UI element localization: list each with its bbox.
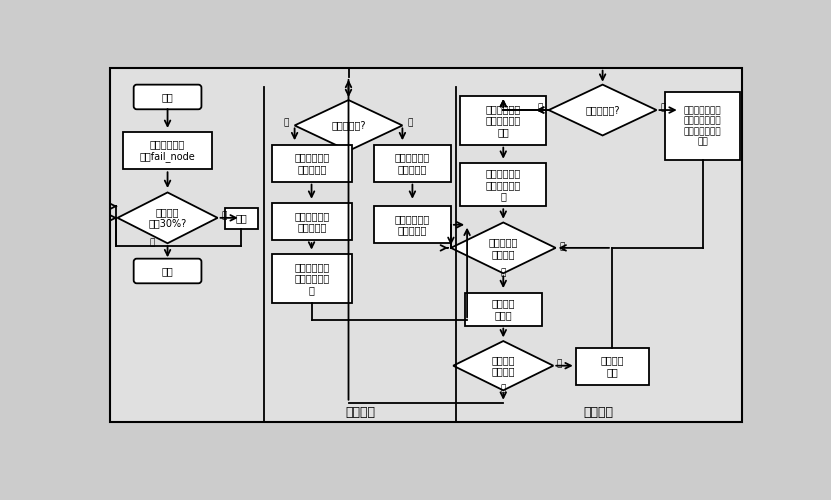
FancyBboxPatch shape: [272, 254, 352, 302]
Text: 分簇: 分簇: [236, 214, 248, 224]
Text: 否: 否: [559, 242, 565, 251]
FancyBboxPatch shape: [123, 132, 212, 170]
FancyBboxPatch shape: [374, 206, 451, 244]
FancyBboxPatch shape: [576, 348, 649, 385]
Polygon shape: [451, 222, 556, 274]
Text: 是: 是: [500, 384, 506, 394]
Text: 节点是簇头?: 节点是簇头?: [332, 120, 366, 130]
Polygon shape: [117, 192, 218, 244]
FancyBboxPatch shape: [225, 208, 258, 230]
Text: 第一阶段: 第一阶段: [345, 406, 375, 419]
Text: 将节点的状态
信息发送给节
点: 将节点的状态 信息发送给节 点: [294, 262, 330, 295]
FancyBboxPatch shape: [665, 92, 740, 160]
Text: 失效节点
达到30%?: 失效节点 达到30%?: [149, 207, 187, 229]
Text: 节点是簇头?: 节点是簇头?: [585, 105, 620, 115]
Text: 否: 否: [557, 360, 562, 368]
Text: 否: 否: [221, 211, 227, 220]
Text: 是: 是: [500, 268, 506, 277]
Polygon shape: [548, 84, 656, 136]
Text: 向簇头节点发
送自身信息: 向簇头节点发 送自身信息: [395, 152, 430, 174]
FancyBboxPatch shape: [134, 84, 201, 110]
FancyBboxPatch shape: [134, 258, 201, 283]
Text: 接受成员节点
发送的信息: 接受成员节点 发送的信息: [294, 152, 330, 174]
Text: 向簇头发
送信息: 向簇头发 送信息: [491, 298, 515, 320]
FancyBboxPatch shape: [272, 203, 352, 240]
Text: 节点运行分布
式睡眠调度机
制: 节点运行分布 式睡眠调度机 制: [485, 168, 521, 202]
Text: 第二阶段: 第二阶段: [583, 406, 614, 419]
FancyBboxPatch shape: [460, 96, 547, 144]
Text: 节点处于工
作状态？: 节点处于工 作状态？: [489, 237, 518, 258]
Text: 开始: 开始: [162, 92, 174, 102]
FancyBboxPatch shape: [272, 144, 352, 182]
Text: 接收处于工作状
态的节点发送的
数据，并发送到
基站: 接收处于工作状 态的节点发送的 数据，并发送到 基站: [684, 106, 721, 146]
FancyBboxPatch shape: [460, 163, 547, 206]
Text: 否: 否: [538, 103, 543, 112]
Text: 处于睡眠
状态: 处于睡眠 状态: [601, 356, 624, 378]
FancyBboxPatch shape: [465, 292, 542, 326]
Polygon shape: [295, 100, 402, 151]
FancyBboxPatch shape: [374, 144, 451, 182]
Polygon shape: [453, 341, 553, 390]
Text: 节点更新自身
状态，并进行
广播: 节点更新自身 状态，并进行 广播: [485, 104, 521, 137]
Text: 该轮时间
是否到？: 该轮时间 是否到？: [491, 355, 515, 376]
Text: 结束: 结束: [162, 266, 174, 276]
Text: 是: 是: [150, 239, 155, 248]
FancyBboxPatch shape: [110, 68, 742, 422]
Text: 运行集中式睡
眠调度机制: 运行集中式睡 眠调度机制: [294, 211, 330, 233]
Text: 否: 否: [408, 118, 413, 128]
Text: 是: 是: [284, 118, 289, 128]
Text: 统计失效节点
数量fail_node: 统计失效节点 数量fail_node: [140, 140, 195, 162]
Text: 是: 是: [661, 103, 666, 112]
Text: 接收簇头节点
发送的信息: 接收簇头节点 发送的信息: [395, 214, 430, 236]
